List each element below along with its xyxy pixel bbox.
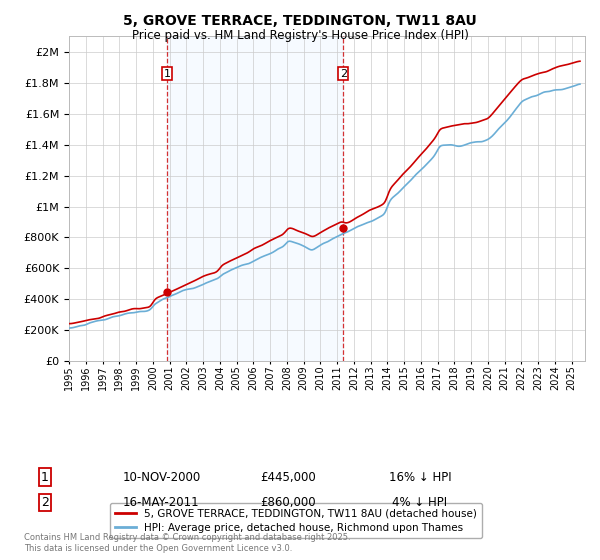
Text: 5, GROVE TERRACE, TEDDINGTON, TW11 8AU: 5, GROVE TERRACE, TEDDINGTON, TW11 8AU bbox=[123, 14, 477, 28]
Text: 4% ↓ HPI: 4% ↓ HPI bbox=[392, 496, 448, 509]
Text: 1: 1 bbox=[164, 69, 170, 79]
Text: 16-MAY-2011: 16-MAY-2011 bbox=[123, 496, 200, 509]
Text: 16% ↓ HPI: 16% ↓ HPI bbox=[389, 470, 451, 484]
Text: 1: 1 bbox=[41, 470, 49, 484]
Text: 2: 2 bbox=[41, 496, 49, 509]
Text: Contains HM Land Registry data © Crown copyright and database right 2025.
This d: Contains HM Land Registry data © Crown c… bbox=[24, 533, 350, 553]
Text: £860,000: £860,000 bbox=[260, 496, 316, 509]
Legend: 5, GROVE TERRACE, TEDDINGTON, TW11 8AU (detached house), HPI: Average price, det: 5, GROVE TERRACE, TEDDINGTON, TW11 8AU (… bbox=[110, 503, 482, 538]
Text: £445,000: £445,000 bbox=[260, 470, 316, 484]
Text: Price paid vs. HM Land Registry's House Price Index (HPI): Price paid vs. HM Land Registry's House … bbox=[131, 29, 469, 42]
Bar bbox=[167, 36, 343, 361]
Text: 10-NOV-2000: 10-NOV-2000 bbox=[123, 470, 201, 484]
Text: 2: 2 bbox=[340, 69, 347, 79]
